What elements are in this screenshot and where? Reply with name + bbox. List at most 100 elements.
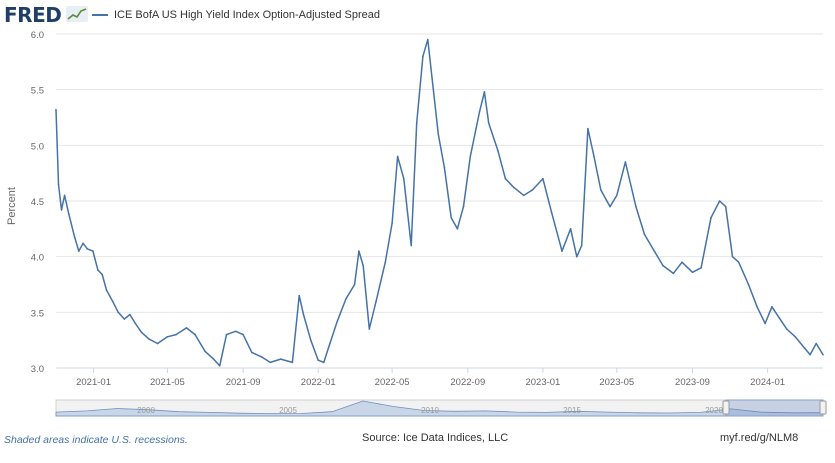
series-point bbox=[569, 228, 572, 230]
series-point bbox=[218, 364, 221, 367]
series-point bbox=[756, 305, 758, 308]
series-point bbox=[317, 359, 320, 362]
series-point bbox=[362, 264, 364, 267]
series-point bbox=[469, 155, 472, 158]
series-point bbox=[599, 189, 602, 191]
series-point bbox=[624, 161, 627, 163]
series-point bbox=[329, 342, 331, 345]
fred-logo[interactable]: FRED bbox=[4, 3, 62, 27]
series-point bbox=[431, 77, 433, 80]
series-point bbox=[550, 211, 553, 213]
series-point bbox=[204, 350, 206, 353]
series-point bbox=[443, 166, 446, 169]
series-point bbox=[250, 351, 253, 354]
series-point bbox=[815, 342, 818, 345]
navigator-label: 2010 bbox=[421, 406, 439, 415]
series-point bbox=[336, 320, 339, 323]
short-url-link[interactable]: myf.red/g/NLM8 bbox=[720, 432, 799, 444]
trend-line-icon bbox=[66, 6, 88, 22]
series-point bbox=[68, 213, 70, 216]
series-point bbox=[410, 244, 412, 247]
series-point bbox=[194, 333, 196, 336]
series-point bbox=[422, 55, 424, 58]
series-point bbox=[86, 248, 89, 250]
y-tick-label: 3.5 bbox=[31, 308, 44, 319]
series-point bbox=[82, 242, 84, 245]
y-tick-label: 3.0 bbox=[31, 364, 44, 375]
navigator-label: 2000 bbox=[137, 406, 155, 415]
navigator-handle[interactable] bbox=[819, 400, 827, 415]
y-tick-label: 6.0 bbox=[31, 30, 44, 41]
series-point bbox=[691, 271, 694, 274]
x-tick-label: 2023-01 bbox=[525, 377, 560, 388]
series-point bbox=[402, 177, 405, 180]
series-point bbox=[504, 177, 507, 180]
series-point bbox=[456, 228, 459, 230]
series-point bbox=[462, 205, 465, 208]
series-point bbox=[478, 111, 481, 113]
series-point bbox=[747, 283, 750, 286]
series-point bbox=[234, 330, 237, 333]
series-point bbox=[681, 261, 683, 264]
series-point bbox=[242, 333, 244, 336]
navigator-handle[interactable] bbox=[722, 400, 730, 415]
x-tick-label: 2023-05 bbox=[599, 377, 634, 388]
series-point bbox=[450, 216, 452, 219]
series-point bbox=[487, 122, 490, 124]
series-point bbox=[778, 317, 781, 319]
x-tick-label: 2024-01 bbox=[750, 377, 785, 388]
series-point bbox=[298, 294, 300, 297]
series-point bbox=[724, 205, 727, 208]
chart-header: FRED ICE BofA US High Yield Index Option… bbox=[0, 0, 835, 30]
series-point bbox=[809, 353, 811, 356]
series-point bbox=[368, 328, 371, 330]
series-point bbox=[415, 122, 418, 124]
series-point bbox=[531, 189, 534, 191]
series-point bbox=[134, 322, 137, 325]
y-tick-label: 5.0 bbox=[31, 141, 44, 152]
series-point bbox=[260, 356, 263, 358]
series-point bbox=[427, 38, 429, 41]
series-point bbox=[587, 127, 589, 130]
series-point bbox=[710, 216, 712, 219]
series-point bbox=[384, 261, 387, 264]
series-point bbox=[561, 250, 563, 252]
series-point bbox=[175, 333, 177, 336]
series-point bbox=[225, 333, 228, 336]
series-point bbox=[731, 255, 734, 258]
series-point bbox=[672, 272, 675, 275]
series-point bbox=[785, 328, 788, 330]
series-point bbox=[643, 233, 646, 236]
navigator-label: 2015 bbox=[563, 406, 581, 415]
series-point bbox=[322, 361, 325, 364]
series-point bbox=[345, 298, 347, 300]
x-tick-label: 2021-05 bbox=[150, 377, 185, 388]
navigator-label: 2005 bbox=[279, 406, 297, 415]
series-point bbox=[105, 289, 108, 291]
series-point bbox=[353, 283, 356, 286]
series-point bbox=[279, 358, 282, 360]
series-point bbox=[396, 155, 399, 158]
legend-swatch bbox=[92, 14, 108, 16]
series-point bbox=[92, 250, 94, 252]
navigator-selection[interactable] bbox=[725, 399, 824, 417]
y-tick-label: 5.5 bbox=[31, 86, 44, 97]
series-point bbox=[302, 313, 305, 316]
series-point bbox=[212, 358, 215, 360]
series-point bbox=[542, 177, 544, 180]
recession-note: Shaded areas indicate U.S. recessions. bbox=[4, 434, 188, 446]
series-point bbox=[101, 273, 103, 276]
series-point bbox=[358, 250, 360, 252]
navigator-series bbox=[55, 400, 824, 417]
series-legend[interactable]: ICE BofA US High Yield Index Option-Adju… bbox=[92, 9, 380, 21]
series-point bbox=[111, 300, 114, 303]
x-tick-label: 2021-01 bbox=[76, 377, 111, 388]
series-point bbox=[700, 267, 702, 269]
series-point bbox=[437, 133, 440, 135]
series-point bbox=[185, 327, 188, 329]
series-point bbox=[635, 205, 637, 208]
series-point bbox=[391, 222, 393, 225]
series-point bbox=[55, 108, 57, 111]
navigator-label: 2020 bbox=[705, 406, 723, 415]
